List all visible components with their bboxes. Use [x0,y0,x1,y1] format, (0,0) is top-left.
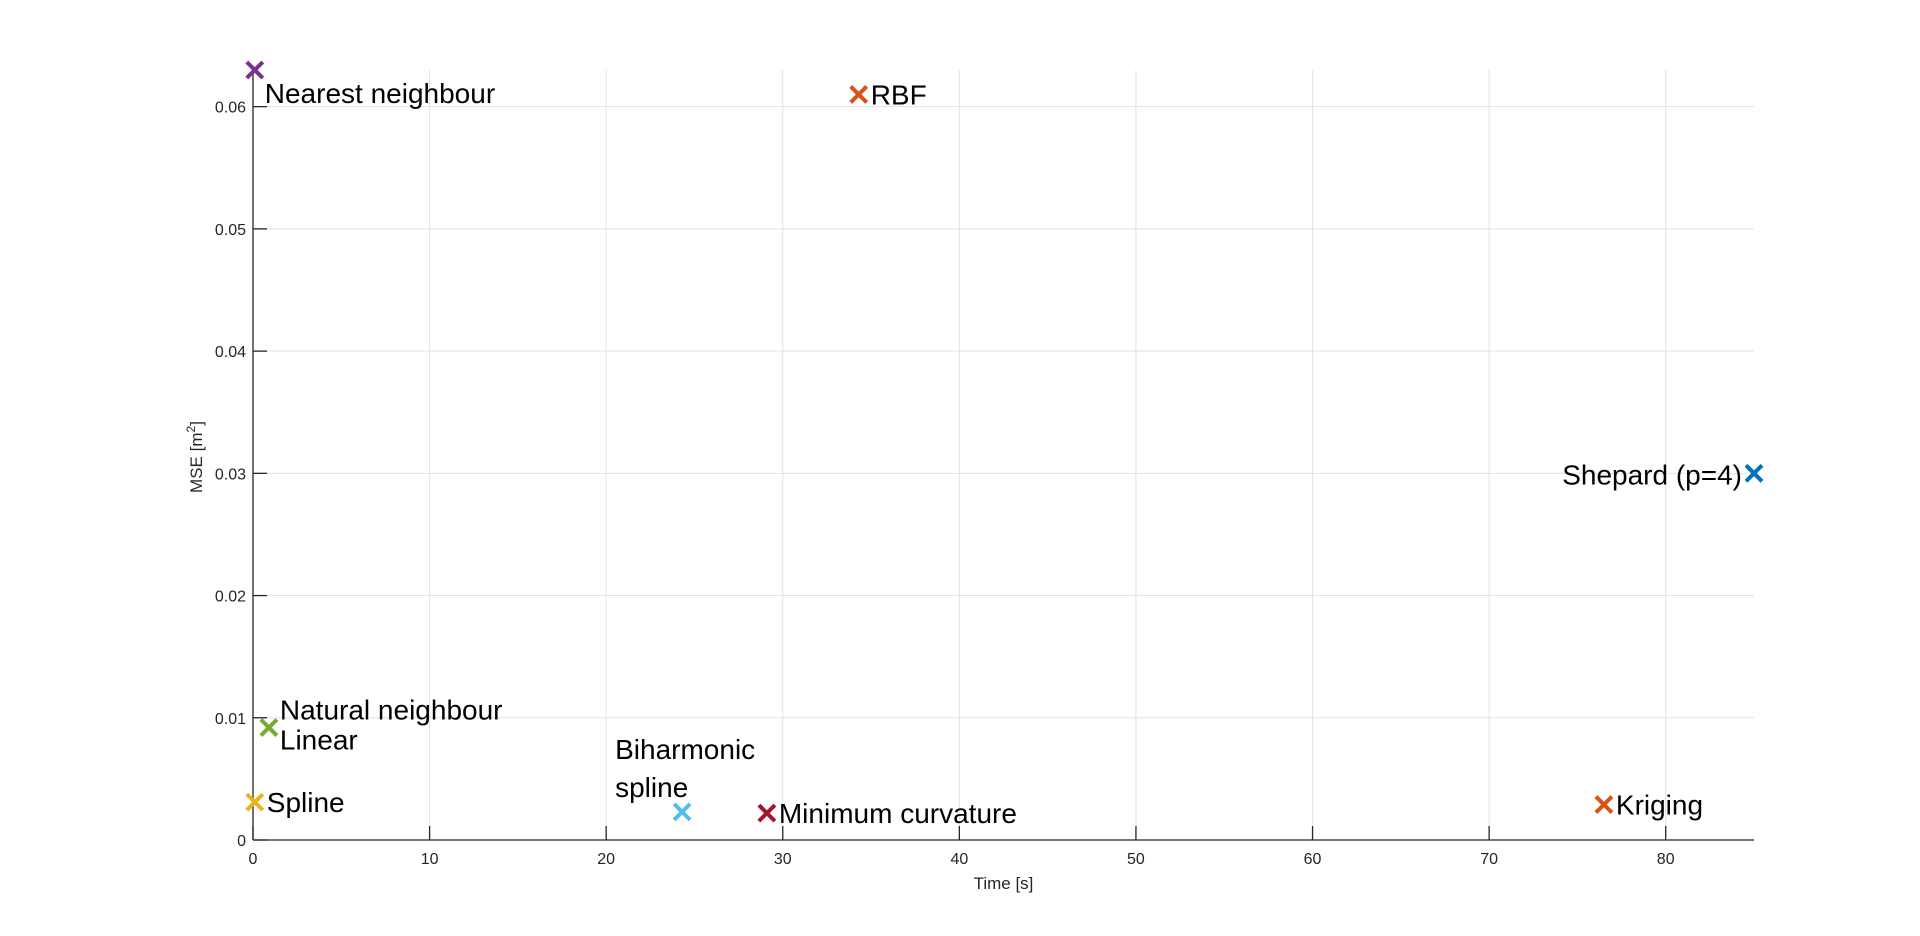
x-tick-label: 40 [950,851,968,868]
point-label: Natural neighbour [280,695,503,726]
point-label: Biharmonic [615,734,755,765]
point-label: Shepard (p=4) [1562,459,1742,490]
data-point: Shepard (p=4) [1562,459,1764,490]
x-tick-label: 50 [1127,851,1145,868]
x-tick-label: 0 [249,851,258,868]
point-marker [245,60,265,80]
point-label: Linear [280,725,358,756]
point-marker [1594,795,1614,814]
y-tick-label: 0.04 [215,344,246,361]
x-tick-label: 80 [1657,851,1675,868]
point-label: Minimum curvature [779,798,1017,829]
y-tick-label: 0.01 [215,711,246,728]
y-axis-label-main: MSE [m [187,432,206,492]
data-point: Kriging [1594,790,1703,821]
y-tick-label: 0.03 [215,466,246,483]
x-axis-ticks: 0 10 20 30 40 50 60 70 80 [249,826,1675,868]
data-point: Biharmonic spline [615,734,755,822]
y-axis-ticks: 0 0.01 0.02 0.03 0.04 0.05 0.06 [215,100,267,850]
x-tick-label: 10 [421,851,439,868]
point-label: Spline [267,787,345,818]
y-axis-label-end: ] [187,421,206,426]
data-points: Nearest neighbour RBF Shepard (p=4) Natural… [245,60,1764,829]
point-label: Kriging [1616,790,1703,821]
data-point: Minimum curvature [757,798,1017,829]
y-tick-label: 0.02 [215,589,246,606]
x-tick-label: 30 [774,851,792,868]
y-tick-label: 0.06 [215,100,246,117]
point-label: RBF [871,79,927,110]
point-marker [245,792,265,812]
data-point: Spline [245,787,345,818]
point-marker [259,718,279,737]
x-axis-label: Time [s] [974,874,1034,893]
data-point: RBF [849,79,927,110]
data-point: Nearest neighbour [245,60,495,109]
y-tick-label: 0 [237,833,246,850]
point-label: spline [615,772,688,803]
axes [252,70,1754,841]
x-tick-label: 70 [1480,851,1498,868]
y-tick-label: 0.05 [215,222,246,239]
point-marker [849,85,869,104]
point-marker [672,802,692,822]
y-axis-label: MSE [m2] [184,421,206,493]
y-axis-label-superscript: 2 [184,425,198,432]
point-marker [757,803,777,823]
point-marker [1744,463,1764,483]
x-tick-label: 20 [597,851,615,868]
x-tick-label: 60 [1304,851,1322,868]
point-label: Nearest neighbour [265,78,495,109]
